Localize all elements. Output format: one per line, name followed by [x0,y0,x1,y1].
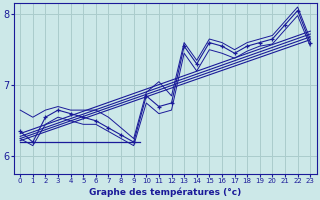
X-axis label: Graphe des températures (°c): Graphe des températures (°c) [89,187,241,197]
